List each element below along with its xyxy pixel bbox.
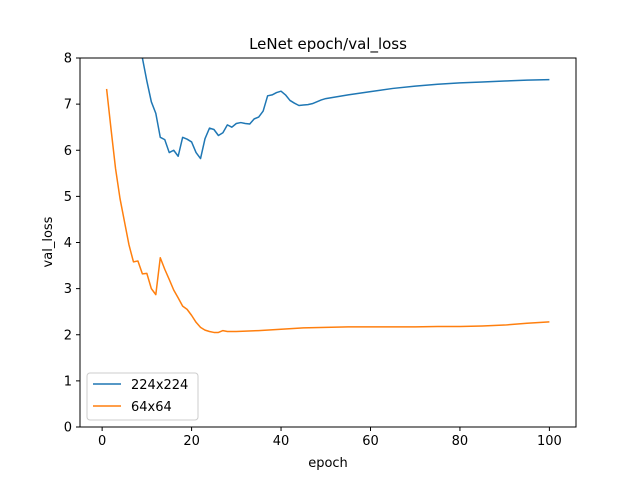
- x-tick-label: 100: [537, 434, 562, 449]
- x-tick-label: 80: [452, 434, 469, 449]
- y-tick-label: 2: [64, 328, 72, 343]
- y-axis-title: val_loss: [41, 216, 56, 267]
- chart-title: LeNet epoch/val_loss: [249, 35, 407, 54]
- y-tick-label: 8: [64, 52, 72, 67]
- y-tick-label: 7: [64, 98, 72, 113]
- y-tick-label: 0: [64, 421, 72, 436]
- y-tick-label: 6: [64, 144, 72, 159]
- x-axis: 0 20 40 60 80 100: [98, 427, 562, 449]
- legend-label-64x64: 64x64: [131, 400, 172, 415]
- y-tick-label: 3: [64, 282, 72, 297]
- y-tick-label: 1: [64, 374, 72, 389]
- legend: 224x224 64x64: [86, 372, 199, 421]
- series-line-224x224: [141, 58, 550, 160]
- x-tick-label: 40: [273, 434, 290, 449]
- x-tick-label: 20: [183, 434, 200, 449]
- x-axis-title: epoch: [308, 456, 348, 471]
- y-axis: 0 1 2 3 4 5 6 7 8: [64, 52, 80, 436]
- x-tick-label: 0: [98, 434, 106, 449]
- x-tick-label: 60: [362, 434, 379, 449]
- plot-area: [105, 58, 550, 334]
- series-line-64x64: [105, 88, 550, 334]
- y-tick-label: 5: [64, 190, 72, 205]
- y-tick-label: 4: [64, 236, 72, 251]
- legend-label-224x224: 224x224: [131, 378, 188, 393]
